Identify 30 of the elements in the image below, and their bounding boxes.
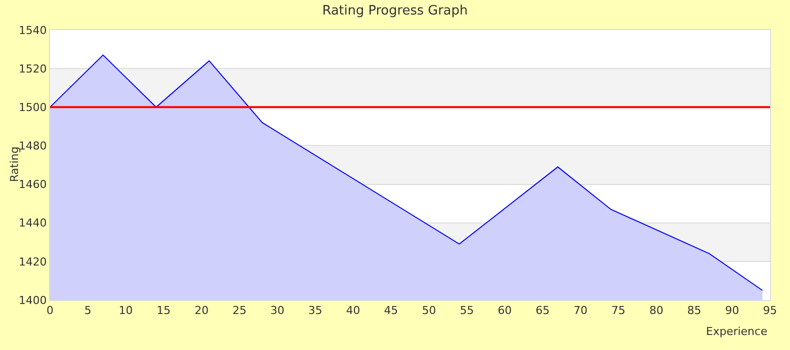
x-tick-label: 90 [725,304,740,318]
y-tick-label: 1500 [18,100,47,114]
x-tick-label: 40 [346,304,360,318]
x-tick-label: 80 [649,304,664,318]
x-tick-label: 55 [460,304,474,318]
y-tick-label: 1440 [18,216,47,230]
x-tick-label: 10 [118,304,133,318]
x-tick-label: 25 [232,304,246,318]
x-tick-label: 15 [156,304,171,318]
x-tick-label: 60 [498,304,512,318]
x-tick-label: 20 [194,304,209,318]
x-tick-label: 5 [84,304,92,318]
chart-title: Rating Progress Graph [322,3,468,18]
y-tick-label: 1520 [18,62,47,76]
x-tick-label: 95 [763,304,777,318]
y-tick-label: 1460 [18,178,47,192]
x-tick-label: 35 [308,304,322,318]
x-tick-label: 0 [46,304,54,318]
x-tick-label: 70 [574,304,588,318]
y-tick-label: 1400 [18,294,47,307]
x-tick-label: 45 [384,304,398,318]
y-axis-title: Rating [8,146,21,182]
x-tick-label: 30 [270,304,284,318]
x-tick-label: 50 [422,304,436,318]
x-axis-title: Experience [706,325,768,338]
y-tick-label: 1540 [18,24,47,37]
x-tick-label: 75 [611,304,626,318]
x-tick-label: 65 [536,304,550,318]
y-tick-label: 1420 [18,255,47,268]
x-tick-label: 85 [687,304,702,318]
